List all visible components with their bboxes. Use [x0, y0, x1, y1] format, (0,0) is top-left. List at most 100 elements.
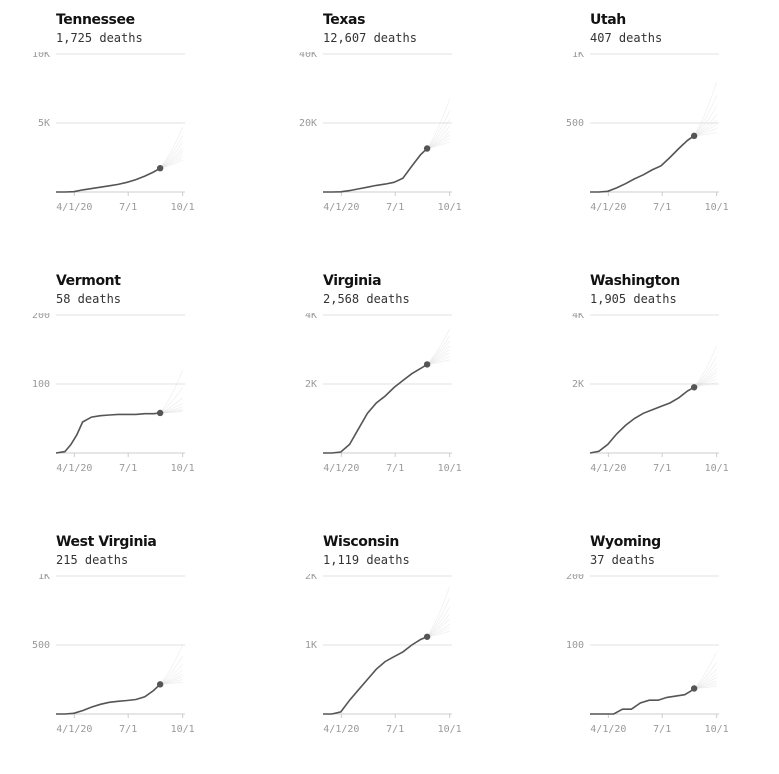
panel-west-virginia: West Virginia 215 deaths 500 1K 4/1/20 7/1 1…	[32, 534, 261, 774]
state-name: West Virginia	[56, 534, 157, 550]
x-tick-label: 10/1	[438, 463, 462, 474]
chart-vermont: 100 200 4/1/20 7/1 10/1	[32, 313, 195, 474]
chart-washington: 2K 4K 4/1/20 7/1 10/1	[572, 313, 729, 474]
panel-texas: Texas 12,607 deaths 20K 40K 4/1/20 7/1 10/1	[299, 12, 528, 252]
x-tick-label: 4/1/20	[56, 724, 92, 735]
deaths-count: 215 deaths	[56, 553, 129, 567]
y-tick-label: 100	[566, 640, 584, 651]
chart-texas: 20K 40K 4/1/20 7/1 10/1	[299, 52, 462, 213]
deaths-line	[56, 167, 161, 193]
x-tick-label: 7/1	[653, 463, 671, 474]
y-tick-label: 5K	[38, 118, 50, 129]
y-tick-label: 1K	[38, 574, 50, 582]
deaths-line	[589, 386, 695, 454]
latest-point	[690, 132, 698, 140]
x-tick-label: 4/1/20	[56, 463, 92, 474]
projection-line	[693, 651, 717, 689]
x-tick-label: 10/1	[171, 202, 195, 213]
deaths-count: 58 deaths	[56, 292, 122, 306]
x-tick-label: 7/1	[386, 724, 404, 735]
chart-wyoming: 100 200 4/1/20 7/1 10/1	[566, 574, 729, 735]
y-tick-label: 2K	[305, 379, 317, 390]
chart-wisconsin: 1K 2K 4/1/20 7/1 10/1	[305, 574, 462, 735]
panel-wisconsin: Wisconsin 1,119 deaths 1K 2K 4/1/20 7/1 10/1	[305, 534, 528, 774]
panel-washington: Washington 1,905 deaths 2K 4K 4/1/20 7/1 10/…	[572, 273, 779, 513]
y-tick-label: 500	[566, 118, 584, 129]
x-tick-label: 10/1	[438, 724, 462, 735]
state-name: Washington	[590, 273, 680, 289]
state-name: Wyoming	[590, 534, 661, 550]
state-name: Tennessee	[56, 12, 135, 28]
latest-point	[423, 633, 431, 640]
chart-virginia: 2K 4K 4/1/20 7/1 10/1	[305, 313, 462, 474]
y-tick-label: 40K	[299, 52, 317, 60]
y-tick-label: 1K	[305, 640, 317, 651]
y-tick-label: 200	[566, 574, 584, 582]
latest-point	[156, 409, 164, 417]
panel-utah: Utah 407 deaths 500 1K 4/1/20 7/1 10/1	[566, 12, 779, 252]
x-tick-label: 4/1/20	[323, 724, 359, 735]
state-name: Utah	[590, 12, 626, 28]
latest-point	[156, 681, 164, 688]
x-tick-label: 10/1	[705, 202, 729, 213]
deaths-line	[323, 147, 428, 193]
x-tick-label: 4/1/20	[56, 202, 92, 213]
y-tick-label: 200	[32, 313, 50, 321]
x-tick-label: 10/1	[438, 202, 462, 213]
chart-utah: 500 1K 4/1/20 7/1 10/1	[566, 52, 729, 213]
x-tick-label: 10/1	[171, 463, 195, 474]
y-tick-label: 1K	[572, 52, 584, 60]
state-name: Texas	[323, 12, 365, 28]
deaths-count: 2,568 deaths	[323, 292, 410, 306]
x-tick-label: 7/1	[653, 724, 671, 735]
y-tick-label: 500	[32, 640, 50, 651]
panel-vermont: Vermont 58 deaths 100 200 4/1/20 7/1 10/1	[32, 273, 261, 513]
projection-line	[159, 370, 183, 414]
y-tick-label: 10K	[32, 52, 50, 60]
state-name: Vermont	[56, 273, 121, 289]
y-tick-label: 2K	[572, 379, 584, 390]
state-name: Wisconsin	[323, 534, 399, 550]
deaths-line	[56, 683, 161, 715]
state-name: Virginia	[323, 273, 382, 289]
deaths-line	[590, 135, 695, 193]
y-tick-label: 2K	[305, 574, 317, 582]
deaths-count: 1,905 deaths	[590, 292, 677, 306]
deaths-count: 1,725 deaths	[56, 31, 143, 45]
latest-point	[423, 145, 431, 152]
x-tick-label: 7/1	[653, 202, 671, 213]
x-tick-label: 4/1/20	[590, 463, 626, 474]
chart-tennessee: 5K 10K 4/1/20 7/1 10/1	[32, 52, 195, 213]
deaths-count: 12,607 deaths	[323, 31, 417, 45]
y-tick-label: 4K	[305, 313, 317, 321]
projection-line	[426, 98, 450, 149]
deaths-count: 1,119 deaths	[323, 553, 410, 567]
projection-line	[693, 81, 717, 137]
x-tick-label: 7/1	[119, 202, 137, 213]
deaths-line	[55, 412, 161, 454]
x-tick-label: 4/1/20	[590, 724, 626, 735]
panel-virginia: Virginia 2,568 deaths 2K 4K 4/1/20 7/1 10/1	[305, 273, 528, 513]
x-tick-label: 4/1/20	[323, 463, 359, 474]
deaths-line	[323, 363, 428, 454]
latest-point	[690, 685, 698, 692]
latest-point	[423, 361, 431, 368]
y-tick-label: 20K	[299, 118, 317, 129]
x-tick-label: 7/1	[119, 724, 137, 735]
x-tick-label: 4/1/20	[323, 202, 359, 213]
x-tick-label: 10/1	[171, 724, 195, 735]
projection-line	[426, 328, 450, 365]
x-tick-label: 4/1/20	[590, 202, 626, 213]
latest-point	[690, 384, 698, 391]
x-tick-label: 10/1	[705, 724, 729, 735]
deaths-line	[323, 636, 428, 715]
deaths-line	[590, 687, 695, 715]
panel-wyoming: Wyoming 37 deaths 100 200 4/1/20 7/1 10/1	[566, 534, 779, 774]
chart-west-virginia: 500 1K 4/1/20 7/1 10/1	[32, 574, 195, 735]
y-tick-label: 100	[32, 379, 50, 390]
x-tick-label: 7/1	[119, 463, 137, 474]
projection-line	[426, 586, 450, 637]
x-tick-label: 7/1	[386, 463, 404, 474]
deaths-count: 407 deaths	[590, 31, 663, 45]
deaths-count: 37 deaths	[590, 553, 656, 567]
